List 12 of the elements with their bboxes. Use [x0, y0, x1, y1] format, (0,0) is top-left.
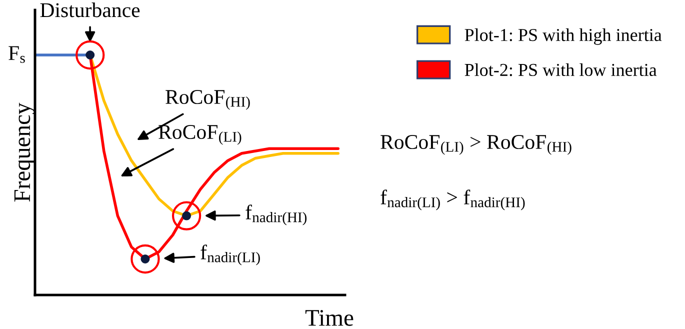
annotation: RoCoF$_{(HI)}$: [166, 90, 250, 110]
text: F$_{s}$: [8, 46, 25, 63]
annotation: RoCoF$_{(LI)}$: [158, 125, 242, 145]
text: RoCoF$_{(LI)}$ > RoCoF$_{(HI)}$: [380, 135, 572, 155]
y-axis-title: Frequency: [14, 102, 35, 202]
text: f$_{nadir(LI)}$ > f$_{nadir(HI)}$: [380, 190, 525, 210]
annotation: f$_{nadir(LI)}$: [200, 244, 260, 266]
legend-label: Plot-1: PS with high inertia: [464, 28, 662, 45]
x-axis-title: Time: [305, 310, 354, 326]
legend-label: Plot-2: PS with low inertia: [464, 63, 657, 76]
text: Disturbance: [40, 2, 140, 18]
annotation: f$_{nadir(HI)}$: [246, 204, 307, 226]
